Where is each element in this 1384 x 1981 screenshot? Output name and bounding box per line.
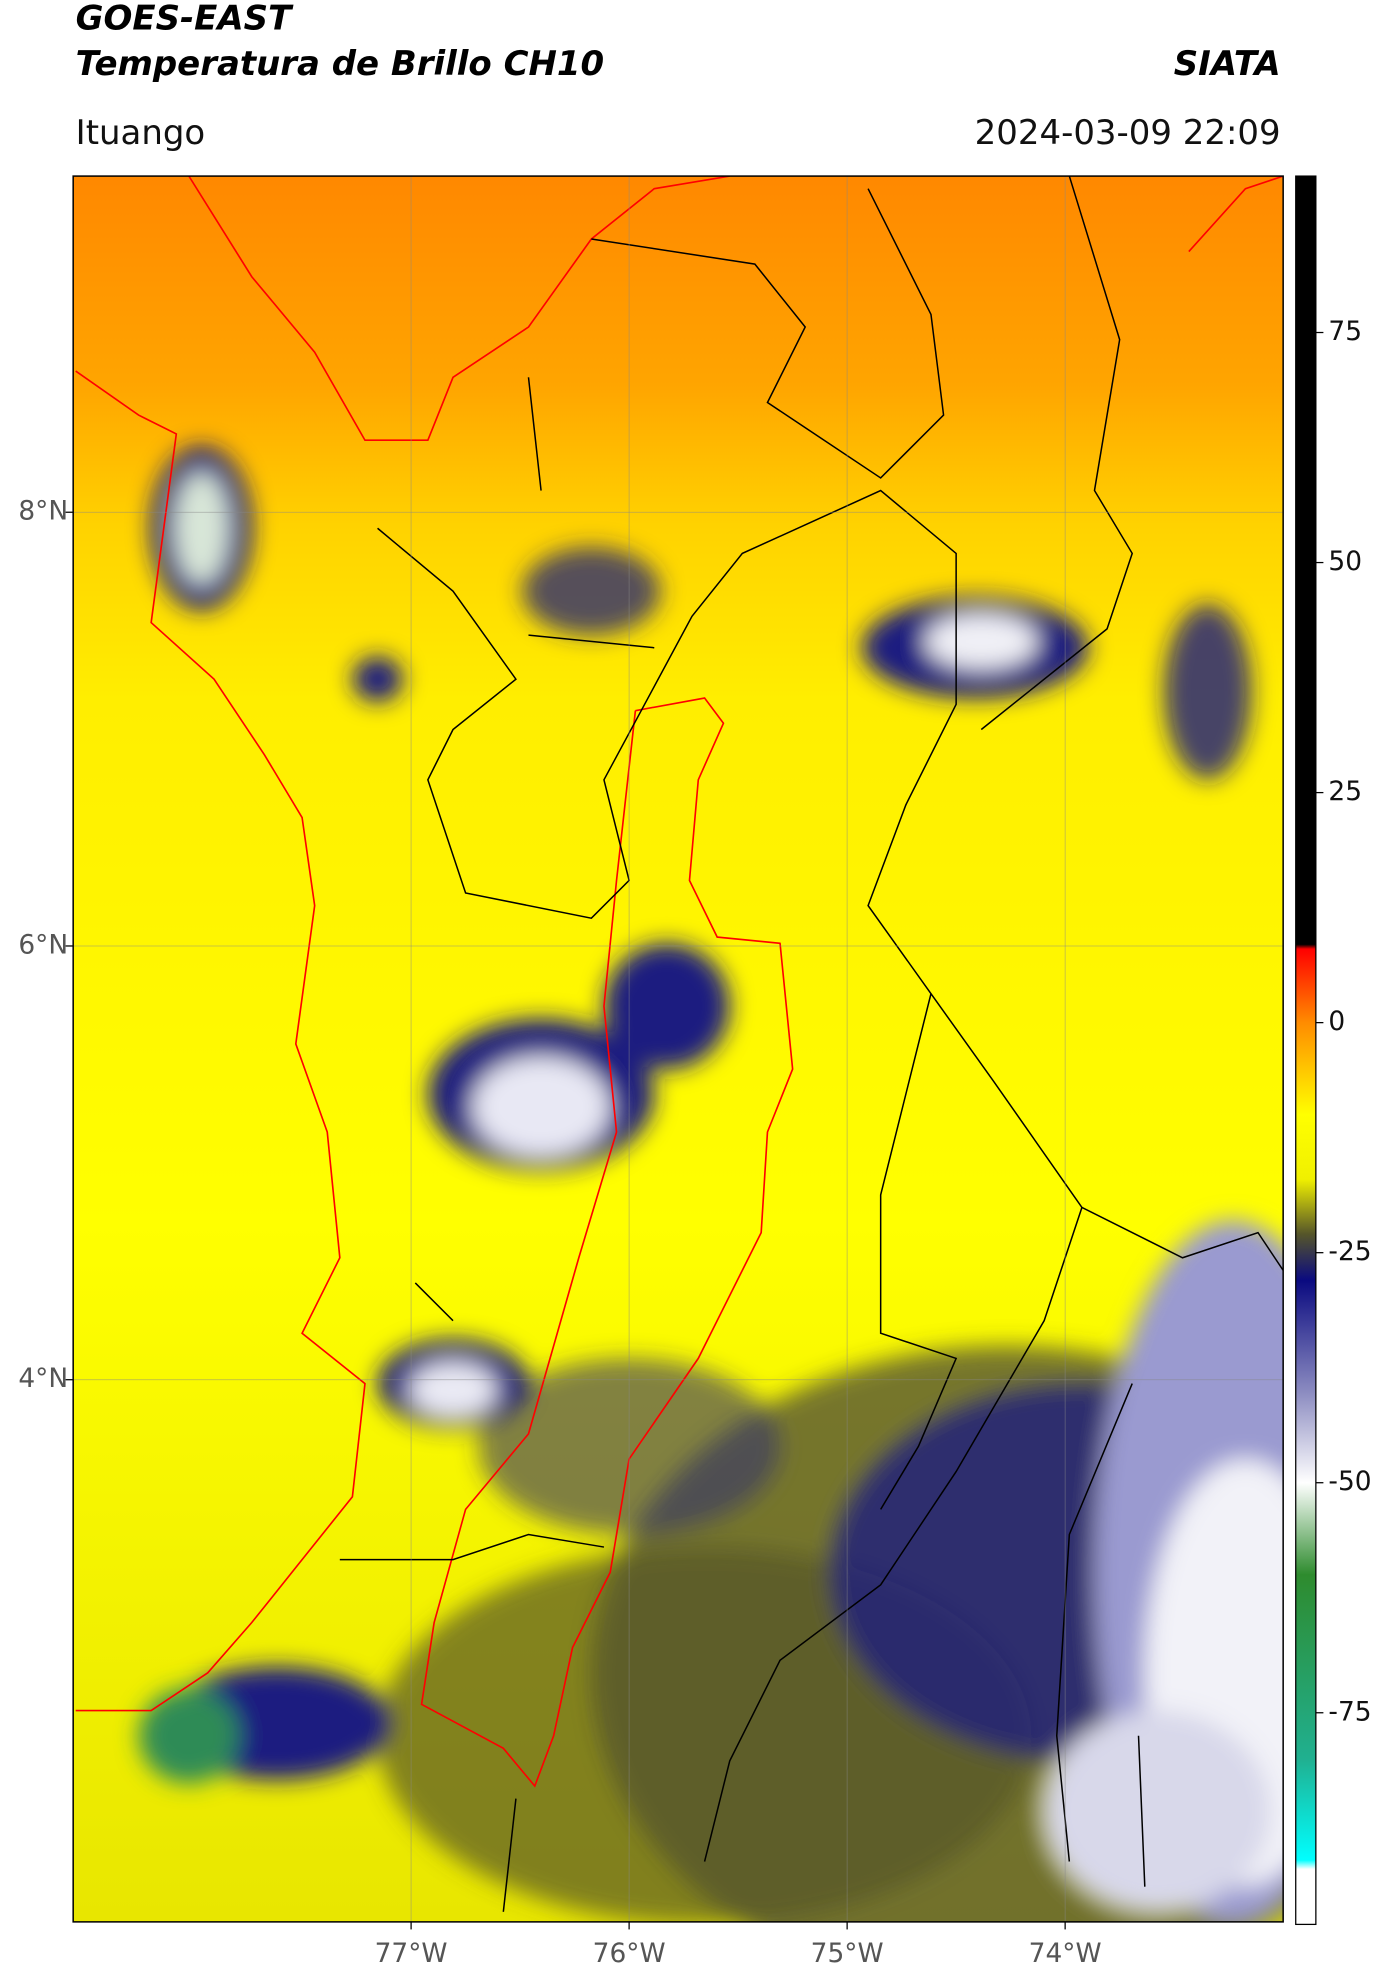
satellite-image [73,176,1284,1922]
source: SIATA [1174,44,1281,84]
x-tick-label: 77°W [375,1938,448,1969]
colorbar-tick-label: 25 [1328,776,1362,807]
colorbar-tick-label: 75 [1328,316,1362,347]
colorbar-tick-label: -50 [1328,1466,1371,1497]
x-tick-label: 74°W [1029,1938,1102,1969]
datetime: 2024-03-09 22:09 [975,113,1281,153]
y-tick-label: 6°N [18,929,68,960]
location: Ituango [76,113,206,153]
subtitle: Temperatura de Brillo CH10 [76,44,604,84]
x-tick-label: 75°W [811,1938,884,1969]
map-frame [72,175,1284,1923]
y-tick-label: 8°N [18,496,68,527]
colorbar-tick-label: 50 [1328,546,1362,577]
colorbar-tick-label: -75 [1328,1696,1371,1727]
title: GOES-EAST [76,0,294,39]
colorbar-tick-label: -25 [1328,1236,1371,1267]
x-tick-label: 76°W [593,1938,666,1969]
colorbar-tick-label: 0 [1328,1006,1345,1037]
y-tick-label: 4°N [18,1363,68,1394]
colorbar [1295,175,1317,1926]
